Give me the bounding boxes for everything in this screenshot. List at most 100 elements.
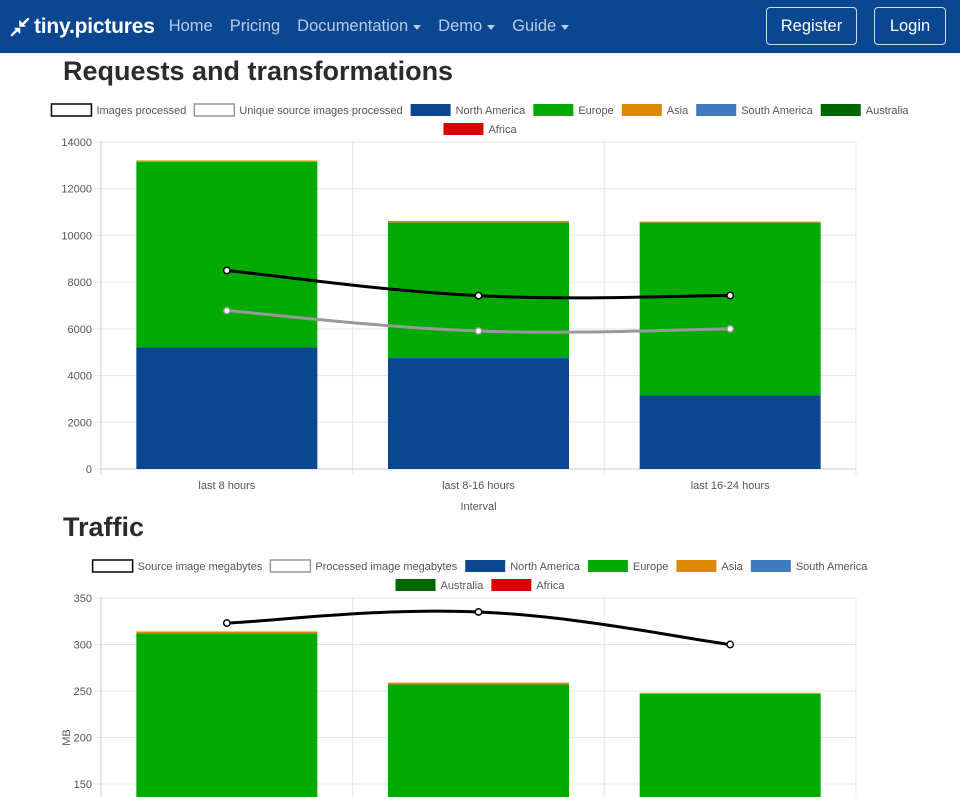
legend-swatch [269, 559, 312, 573]
bar-asia-2[interactable] [388, 682, 569, 685]
legend-swatch [91, 559, 134, 573]
point-images-processed-3[interactable] [726, 291, 735, 300]
legend-label: Asia [667, 105, 689, 117]
legend-swatch [621, 104, 662, 116]
nav-pricing-label: Pricing [229, 17, 281, 35]
legend-swatch [533, 104, 574, 116]
y-axis-title: MB [61, 729, 73, 746]
register-button[interactable]: Register [766, 7, 857, 45]
bar-asia-2[interactable] [388, 221, 569, 223]
legend-item-australia[interactable]: Australia [820, 104, 910, 117]
point-source-image-megabytes-1[interactable] [222, 619, 231, 628]
legend-item-south-america[interactable]: South America [750, 560, 868, 573]
legend-swatch [676, 560, 717, 572]
nav-pricing[interactable]: Pricing [230, 17, 280, 36]
legend-item-south-america[interactable]: South America [696, 104, 814, 117]
navbar: tiny.pictures Home Pricing Documentation… [0, 0, 960, 53]
legend-item-north-america[interactable]: North America [465, 560, 581, 573]
x-tick-label: last 8-16 hours [442, 480, 515, 492]
bar-europe-3[interactable] [639, 222, 821, 396]
point-images-processed-2[interactable] [474, 291, 483, 300]
compress-arrows-icon [10, 17, 30, 36]
nav-documentation[interactable]: Documentation [297, 17, 422, 36]
nav-home[interactable]: Home [169, 17, 213, 36]
x-axis-title: Interval [460, 501, 496, 513]
legend-label: Images processed [96, 105, 186, 117]
bar-north-america-3[interactable] [639, 395, 821, 469]
legend-label: Africa [536, 580, 565, 592]
legend-label: Australia [441, 580, 485, 592]
legend-swatch [696, 104, 737, 116]
bar-north-america-2[interactable] [388, 358, 569, 469]
legend-swatch [443, 123, 484, 135]
legend-swatch [410, 104, 451, 116]
legend-item-asia[interactable]: Asia [621, 104, 689, 117]
legend-item-images-processed[interactable]: Images processed [50, 103, 186, 117]
caret-down-icon [413, 25, 422, 30]
bar-europe-2[interactable] [388, 684, 569, 797]
login-button[interactable]: Login [874, 7, 946, 45]
bar-asia-1[interactable] [136, 160, 318, 162]
legend-item-north-america[interactable]: North America [410, 104, 527, 117]
legend-item-asia[interactable]: Asia [676, 560, 744, 573]
brand[interactable]: tiny.pictures [10, 15, 155, 39]
y-tick-label: 12000 [61, 184, 92, 196]
bar-europe-3[interactable] [639, 693, 821, 797]
caret-down-icon [561, 25, 570, 30]
caret-down-icon [487, 25, 496, 30]
legend-item-europe[interactable]: Europe [533, 104, 614, 117]
legend-swatch [465, 560, 506, 572]
legend-swatch [50, 103, 93, 117]
nav-documentation-label: Documentation [297, 17, 409, 35]
legend-label: Unique source images processed [239, 105, 402, 117]
legend-label: Asia [721, 561, 743, 573]
legend-label: South America [796, 561, 868, 573]
legend-label: Source image megabytes [138, 561, 263, 573]
traffic-section-title: Traffic [63, 512, 145, 542]
nav-guide-label: Guide [512, 17, 557, 35]
bar-asia-3[interactable] [639, 221, 821, 223]
bar-asia-1[interactable] [136, 631, 318, 634]
point-source-image-megabytes-3[interactable] [726, 640, 735, 649]
legend-label: Processed image megabytes [315, 561, 457, 573]
legend-item-africa[interactable]: Africa [491, 579, 565, 592]
nav-demo[interactable]: Demo [438, 17, 496, 36]
y-tick-label: 10000 [61, 230, 92, 242]
nav-guide[interactable]: Guide [512, 17, 570, 36]
legend-item-africa[interactable]: Africa [443, 123, 517, 136]
legend-item-europe[interactable]: Europe [587, 560, 668, 573]
bar-north-america-1[interactable] [136, 347, 318, 469]
legend-label: Europe [578, 105, 613, 117]
point-source-image-megabytes-2[interactable] [474, 608, 483, 616]
x-tick-label: last 8 hours [198, 480, 255, 492]
legend-label: North America [510, 561, 581, 573]
legend-label: Europe [633, 561, 668, 573]
point-unique-source-images-processed-1[interactable] [222, 306, 231, 315]
brand-name: tiny.pictures [34, 14, 155, 38]
legend-swatch [491, 579, 532, 591]
y-tick-label: 200 [74, 733, 92, 745]
legend-swatch [193, 103, 236, 117]
legend-swatch [750, 560, 791, 572]
bar-asia-3[interactable] [639, 692, 821, 694]
legend-item-unique-source-images-processed[interactable]: Unique source images processed [193, 103, 403, 117]
legend-item-processed-image-megabytes[interactable]: Processed image megabytes [269, 559, 458, 573]
bar-europe-1[interactable] [136, 633, 318, 797]
point-unique-source-images-processed-3[interactable] [726, 324, 735, 333]
point-images-processed-1[interactable] [222, 266, 231, 275]
legend-label: Australia [866, 105, 910, 117]
legend-item-australia[interactable]: Australia [395, 579, 485, 592]
y-tick-label: 0 [86, 464, 92, 476]
point-unique-source-images-processed-2[interactable] [474, 327, 483, 335]
y-tick-label: 350 [74, 593, 92, 605]
legend-swatch [395, 579, 436, 591]
y-tick-label: 6000 [68, 324, 92, 336]
y-tick-label: 8000 [68, 277, 92, 289]
nav-demo-label: Demo [438, 17, 483, 35]
y-tick-label: 4000 [68, 371, 92, 383]
legend-item-source-image-megabytes[interactable]: Source image megabytes [91, 559, 263, 573]
y-tick-label: 150 [74, 779, 92, 791]
legend-swatch [820, 104, 861, 116]
